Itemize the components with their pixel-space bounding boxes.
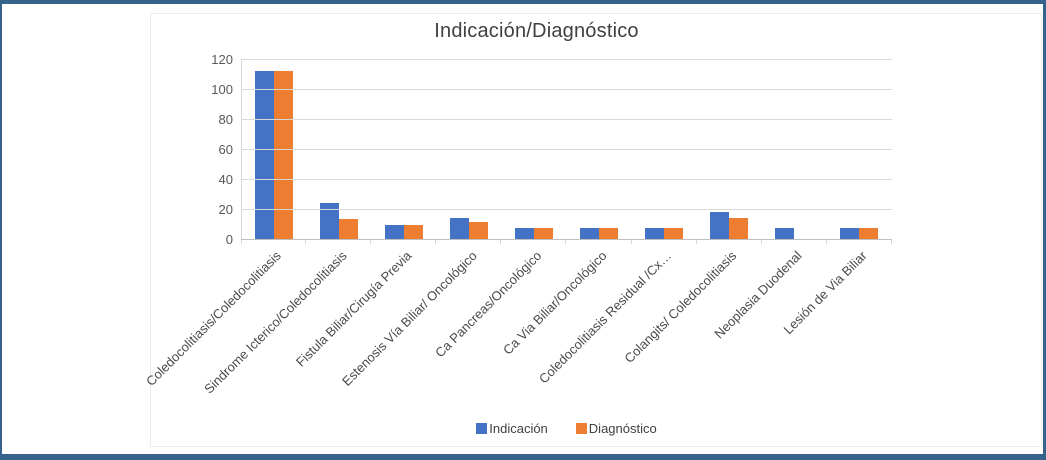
bar-indicacion [775,228,795,240]
bar-group-ca-via-biliar-oncologico: Ca Via Biliar/Oncológico [500,60,632,358]
legend-item-indicacion: Indicación [476,421,548,436]
y-tick-label: 80 [218,112,233,128]
legend-item-diagnostico: Diagnóstico [575,421,657,436]
x-category-label: Coledocolitiasis/Coledocolitiasis [143,248,285,389]
bar-diagnostico [599,228,619,240]
x-category-label: Estenosis Vía Biliar/ Oncológico [338,248,480,389]
bar-group-fistula-biliar-cirugia-previa: Fistula Biliar/Cirugía Previa [293,60,437,369]
bar-diagnostico [468,222,488,240]
legend-swatch-indicacion [476,423,488,434]
gridline [241,119,892,120]
bar-indicacion [645,228,665,240]
y-tick-label: 60 [218,142,233,157]
category-tick [825,240,827,244]
category-tick [500,240,502,244]
category-tick [565,240,567,244]
y-tick-label: 40 [218,172,233,188]
category-tick [695,240,697,244]
bar-diagnostico [729,217,749,240]
category-tick [370,240,372,244]
bar-indicacion [384,225,404,240]
bar-indicacion [449,217,469,240]
y-tick-label: 0 [225,232,233,247]
bar-group-neoplasia-duodenal: Neoplasia Duodenal [711,60,827,341]
bar-diagnostico [859,228,879,240]
gridline [241,89,892,90]
legend-label: Diagnóstico [588,421,657,436]
y-axis-labels: 0 20 40 60 80 100 120 [179,53,233,246]
bar-group-lesion-de-via-biliar: Lesión de Via Biliar [781,60,892,337]
category-tick [305,240,307,244]
chart-title: Indicación/Diagnóstico [434,20,639,42]
category-tick [760,240,762,244]
bar-indicacion [254,70,274,240]
bar-group-sindrome-icterico-coledocoliti: Sindrome Icterico/Coledocolitiasis [201,60,372,397]
y-tick-label: 20 [218,202,233,218]
legend-label: Indicación [489,421,548,436]
bar-indicacion [580,228,600,240]
category-tick [435,240,437,244]
bar-diagnostico [664,228,684,240]
bar-indicacion [710,211,730,240]
y-axis-line [241,60,242,244]
category-tick [890,240,892,244]
gridline [241,59,892,60]
gridline [241,209,892,210]
bar-group-ca-pancreas-oncologico: Ca Pancreas/Oncológico [432,60,567,360]
bar-indicacion [514,228,534,240]
x-category-label: Coledocolitiasis Residual /Cx… [536,248,675,387]
y-tick-label: 120 [211,52,233,67]
bar-diagnostico [338,219,358,240]
bar-indicacion [319,202,339,240]
bar-group-estenosis-via-biliar-oncologic: Estenosis Vía Biliar/ Oncológico [339,60,502,389]
category-tick [630,240,632,244]
gridline [241,149,892,150]
legend-swatch-diagnostico [575,423,587,434]
chart-panel: Indicación/Diagnóstico 0 20 40 60 80 100 120 C… [143,13,1042,447]
plot-area: Coledocolitiasis/Coledocolitiasis Sindrom… [143,59,892,397]
x-category-label: Sindrome Icterico/Coledocolitiasis [200,248,350,397]
bar-groups: Coledocolitiasis/Coledocolitiasis Sindrom… [143,60,892,397]
bar-indicacion [840,228,860,240]
bar-diagnostico [403,225,423,240]
gridline [241,179,892,180]
x-category-label: Ca Pancreas/Oncológico [432,248,545,361]
chart-legend: Indicación Diagnóstico [241,421,892,436]
bar-group-colangits-coledocolitiasis: Colangits/ Coledocolitiasis [622,60,762,366]
bar-diagnostico [273,70,293,240]
x-category-label: Colangits/ Coledocolitiasis [621,248,740,366]
bar-group-coledocolitiasis-residual-cx-: Coledocolitiasis Residual /Cx… [536,60,697,386]
x-category-label: Fistula Biliar/Cirugía Previa [292,248,415,370]
bar-group-coledocolitiasis-coledocolitia: Coledocolitiasis/Coledocolitiasis [143,60,307,389]
x-axis-baseline [241,239,892,240]
y-tick-label: 100 [211,82,233,97]
bar-diagnostico [533,228,553,240]
